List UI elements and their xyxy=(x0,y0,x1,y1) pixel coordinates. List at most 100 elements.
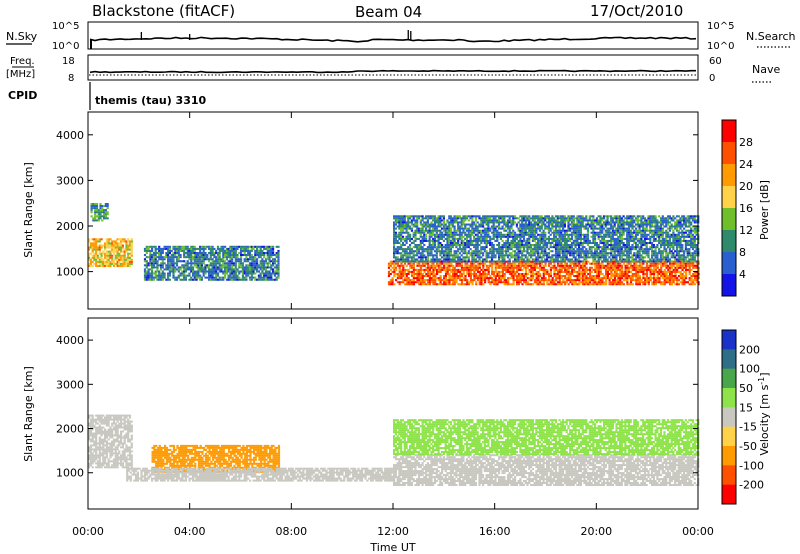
heatmap-cell xyxy=(197,273,199,275)
noise-left-label: N.Sky xyxy=(6,30,38,43)
noise-panel: N.Sky 10^5 10^0 10^5 10^0 N.Search xyxy=(6,21,796,52)
heatmap-cell xyxy=(525,269,527,271)
heatmap-cell xyxy=(127,255,129,257)
heatmap-cell xyxy=(539,254,541,256)
heatmap-cell xyxy=(277,271,279,273)
heatmap-cell xyxy=(265,268,267,270)
heatmap-cell xyxy=(548,254,550,256)
heatmap-cell xyxy=(448,281,450,283)
heatmap-cell xyxy=(457,240,459,242)
heatmap-cell xyxy=(544,219,546,221)
heatmap-cell xyxy=(399,267,401,269)
heatmap-cell xyxy=(413,256,415,258)
heatmap-cell xyxy=(242,275,244,277)
heatmap-cell xyxy=(551,228,553,230)
heatmap-cell xyxy=(111,257,113,259)
heatmap-cell xyxy=(235,266,237,268)
heatmap-cell xyxy=(487,234,489,236)
heatmap-cell xyxy=(639,275,641,277)
heatmap-cell xyxy=(494,217,496,219)
heatmap-cell xyxy=(245,277,247,279)
heatmap-cell xyxy=(454,283,456,285)
heatmap-cell xyxy=(155,254,157,256)
heatmap-cell xyxy=(646,275,648,277)
heatmap-cell xyxy=(440,281,442,283)
heatmap-cell xyxy=(480,281,482,283)
heatmap-cell xyxy=(503,219,505,221)
heatmap-cell xyxy=(247,248,249,250)
heatmap-cell xyxy=(395,232,397,234)
heatmap-cell xyxy=(587,261,589,263)
heatmap-cell xyxy=(550,263,552,265)
heatmap-cell xyxy=(406,230,408,232)
heatmap-cell xyxy=(664,283,666,285)
heatmap-cell xyxy=(176,279,178,281)
heatmap-cell xyxy=(439,217,441,219)
heatmap-cell xyxy=(169,246,171,248)
heatmap-cell xyxy=(525,221,527,223)
heatmap-cell xyxy=(472,283,474,285)
heatmap-cell xyxy=(236,256,238,258)
heatmap-cell xyxy=(478,258,480,260)
heatmap-cell xyxy=(477,246,479,248)
heatmap-cell xyxy=(486,238,488,240)
heatmap-cell xyxy=(486,275,488,277)
heatmap-cell xyxy=(493,244,495,246)
heatmap-cell xyxy=(430,252,432,254)
heatmap-cell xyxy=(564,215,566,217)
heatmap-cell xyxy=(544,224,546,226)
heatmap-cell xyxy=(454,226,456,228)
heatmap-cell xyxy=(692,281,694,283)
heatmap-cell xyxy=(461,275,463,277)
heatmap-cell xyxy=(548,248,550,250)
heatmap-cell xyxy=(461,263,463,265)
heatmap-cell xyxy=(407,224,409,226)
heatmap-cell xyxy=(585,267,587,269)
heatmap-cell xyxy=(210,256,212,258)
heatmap-cell xyxy=(468,250,470,252)
heatmap-cell xyxy=(559,273,561,275)
power-heatmap xyxy=(88,203,700,285)
heatmap-cell xyxy=(131,245,133,247)
heatmap-cell xyxy=(537,277,539,279)
heatmap-cell xyxy=(118,261,120,263)
heatmap-cell xyxy=(580,254,582,256)
heatmap-cell xyxy=(388,275,390,277)
heatmap-cell xyxy=(452,265,454,267)
heatmap-cell xyxy=(513,283,515,285)
heatmap-cell xyxy=(646,263,648,265)
heatmap-cell xyxy=(188,275,190,277)
heatmap-cell xyxy=(402,230,404,232)
heatmap-cell xyxy=(263,254,265,256)
cpid-row: CPID themis (tau) 3310 xyxy=(8,82,207,110)
heatmap-cell xyxy=(443,221,445,223)
heatmap-cell xyxy=(598,275,600,277)
heatmap-cell xyxy=(543,275,545,277)
heatmap-cell xyxy=(217,273,219,275)
heatmap-cell xyxy=(459,260,461,262)
heatmap-cell xyxy=(156,262,158,264)
heatmap-cell xyxy=(576,240,578,242)
heatmap-cell xyxy=(534,219,536,221)
heatmap-cell xyxy=(580,228,582,230)
heatmap-cell xyxy=(541,215,543,217)
heatmap-cell xyxy=(277,275,279,277)
heatmap-cell xyxy=(473,221,475,223)
heatmap-cell xyxy=(642,275,644,277)
heatmap-cell xyxy=(427,221,429,223)
heatmap-cell xyxy=(220,268,222,270)
heatmap-cell xyxy=(587,238,589,240)
heatmap-cell xyxy=(399,283,401,285)
heatmap-cell xyxy=(242,264,244,266)
heatmap-cell xyxy=(397,250,399,252)
heatmap-cell xyxy=(518,260,520,262)
heatmap-cell xyxy=(569,277,571,279)
heatmap-cell xyxy=(601,263,603,265)
heatmap-cell xyxy=(99,251,101,253)
heatmap-cell xyxy=(117,251,119,253)
heatmap-cell xyxy=(256,258,258,260)
heatmap-cell xyxy=(113,253,115,255)
heatmap-cell xyxy=(553,265,555,267)
heatmap-cell xyxy=(448,256,450,258)
heatmap-cell xyxy=(564,226,566,228)
